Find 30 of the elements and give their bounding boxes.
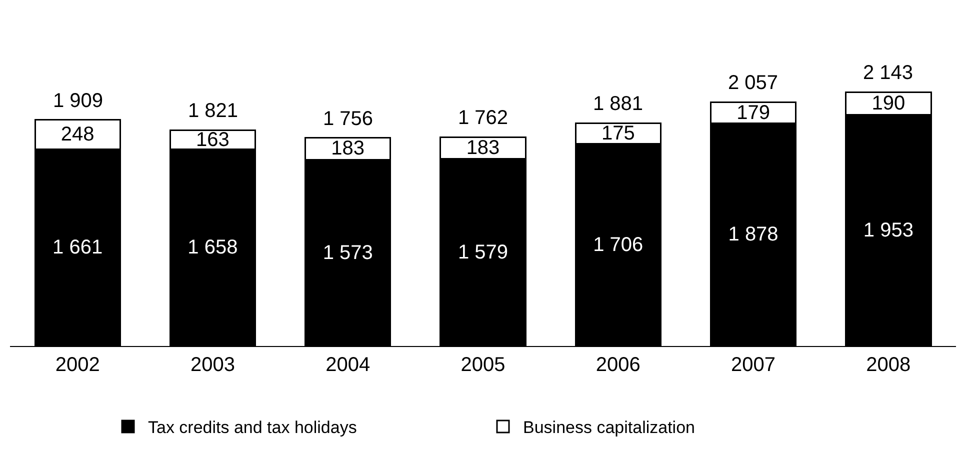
total-label: 1 909: [53, 90, 104, 112]
data-label: 190: [872, 92, 906, 114]
x-tick-label: 2007: [731, 354, 776, 376]
total-label: 2 057: [728, 72, 778, 94]
total-label: 1 762: [458, 107, 508, 129]
data-label: 175: [601, 122, 635, 144]
x-tick-label: 2008: [866, 354, 911, 376]
data-label: 1 573: [322, 242, 373, 264]
x-tick-label: 2006: [596, 354, 640, 376]
data-label: 1 878: [728, 224, 778, 246]
data-label: 1 706: [593, 234, 644, 256]
data-label: 163: [196, 128, 230, 151]
data-label: 1 658: [188, 236, 238, 259]
x-tick-label: 2002: [55, 354, 100, 376]
total-label: 1 881: [593, 93, 644, 115]
legend-label: Tax credits and tax holidays: [148, 418, 357, 438]
total-label: 2 143: [863, 62, 914, 84]
data-label: 1 661: [52, 236, 103, 259]
x-tick-label: 2005: [460, 354, 506, 376]
data-label: 248: [60, 123, 94, 146]
data-label: 1 953: [863, 219, 914, 242]
total-label: 1 821: [188, 100, 238, 122]
legend-label: Business capitalization: [523, 418, 695, 438]
data-label: 179: [736, 102, 770, 124]
x-tick-label: 2004: [326, 354, 370, 376]
data-label: 183: [331, 138, 365, 160]
data-label: 183: [466, 137, 500, 160]
x-tick-label: 2003: [190, 354, 235, 376]
total-label: 1 756: [323, 108, 374, 130]
data-label: 1 579: [458, 241, 508, 264]
